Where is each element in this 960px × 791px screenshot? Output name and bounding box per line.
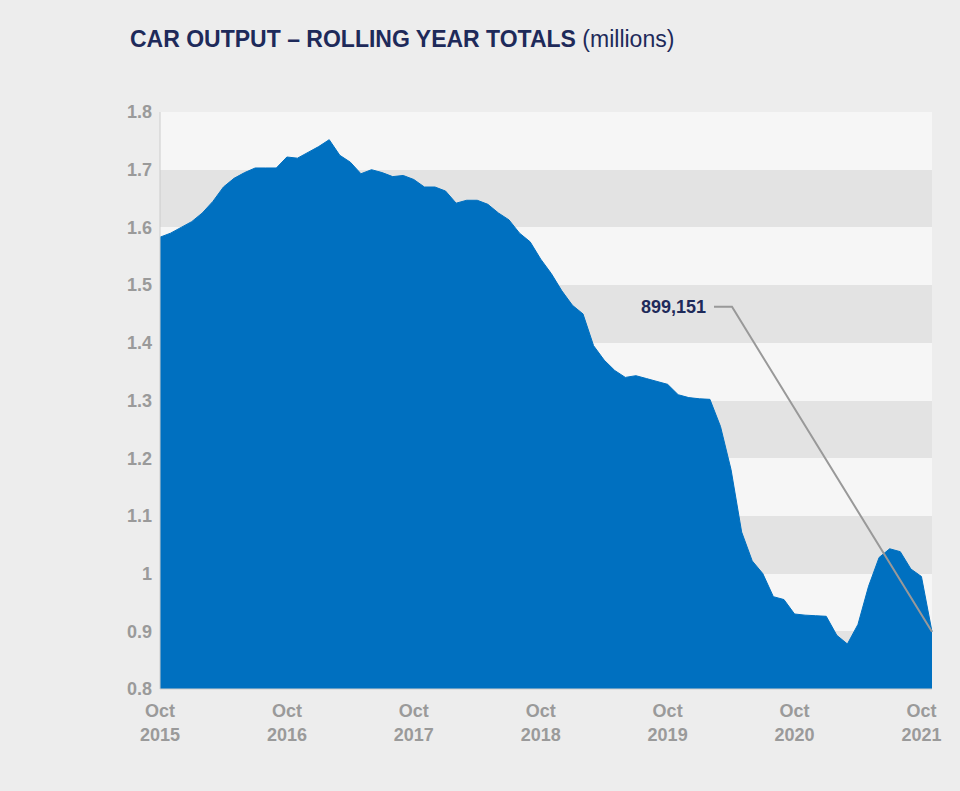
svg-text:Oct: Oct [272, 701, 302, 721]
svg-text:0.9: 0.9 [127, 622, 152, 642]
svg-text:1: 1 [142, 564, 152, 584]
svg-text:1.1: 1.1 [127, 506, 152, 526]
svg-text:Oct: Oct [653, 701, 683, 721]
svg-text:899,151: 899,151 [641, 297, 706, 317]
svg-text:2021: 2021 [901, 725, 941, 745]
svg-text:Oct: Oct [526, 701, 556, 721]
svg-text:2015: 2015 [140, 725, 180, 745]
svg-text:Oct: Oct [906, 701, 936, 721]
svg-text:1.6: 1.6 [127, 218, 152, 238]
svg-text:1.4: 1.4 [127, 333, 152, 353]
svg-text:2016: 2016 [267, 725, 307, 745]
svg-text:Oct: Oct [780, 701, 810, 721]
svg-text:Oct: Oct [145, 701, 175, 721]
svg-text:1.7: 1.7 [127, 160, 152, 180]
svg-text:2017: 2017 [394, 725, 434, 745]
svg-text:2019: 2019 [648, 725, 688, 745]
svg-text:2020: 2020 [774, 725, 814, 745]
svg-text:1.3: 1.3 [127, 391, 152, 411]
svg-text:1.5: 1.5 [127, 275, 152, 295]
svg-text:Oct: Oct [399, 701, 429, 721]
svg-text:1.2: 1.2 [127, 449, 152, 469]
svg-text:2018: 2018 [521, 725, 561, 745]
svg-text:1.8: 1.8 [127, 102, 152, 122]
svg-text:0.8: 0.8 [127, 679, 152, 699]
html-text:CAR OUTPUT – ROLLING YEAR TOTA: CAR OUTPUT – ROLLING YEAR TOTALS (millio… [130, 26, 675, 52]
